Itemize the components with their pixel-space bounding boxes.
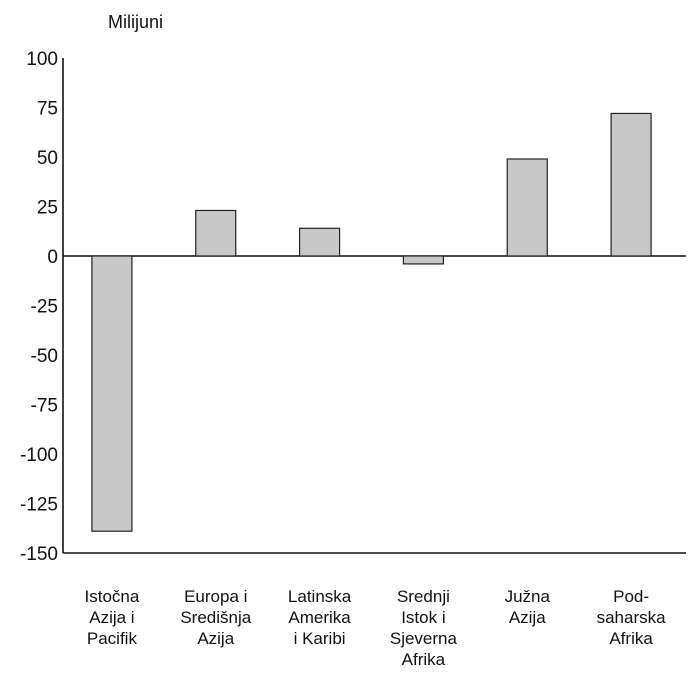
y-tick-label: 50 <box>37 148 58 169</box>
y-tick-label: -50 <box>31 346 58 367</box>
bar <box>298 227 341 257</box>
y-tick-label: 75 <box>37 99 58 120</box>
y-tick-label: -125 <box>20 495 58 516</box>
y-tick-label: 0 <box>47 247 58 268</box>
category-label: Latinska Amerika i Karibi <box>288 587 352 648</box>
bar <box>506 158 548 257</box>
y-tick-labels: 100 75 50 25 0 -25 -50 -75 -100 -125 -150 <box>20 49 58 565</box>
category-label: Europa i Središnja Azija <box>180 587 251 648</box>
bar <box>195 209 237 257</box>
y-tick-label: -75 <box>31 396 58 417</box>
axes <box>62 58 686 554</box>
category-label: Pod-saharska Afrika <box>597 587 667 648</box>
y-axis-unit-label: Milijuni <box>108 12 163 32</box>
y-tick-label: -150 <box>20 544 58 565</box>
bar <box>91 255 133 532</box>
bar <box>610 112 652 257</box>
y-tick-label: -100 <box>20 445 58 466</box>
category-label: Srednji Istok i Sjeverna Afrika <box>390 587 458 669</box>
y-tick-label: 25 <box>37 198 58 219</box>
category-label: Južna Azija <box>505 587 551 627</box>
y-tick-label: 100 <box>26 49 58 70</box>
y-tick-label: -25 <box>31 297 58 318</box>
bar <box>402 255 445 265</box>
category-label: Istočna Azija i Pacifik <box>85 587 140 648</box>
category-labels: Istočna Azija i Pacifik Europa i Središnja Az… <box>85 587 667 669</box>
bars <box>91 112 652 532</box>
